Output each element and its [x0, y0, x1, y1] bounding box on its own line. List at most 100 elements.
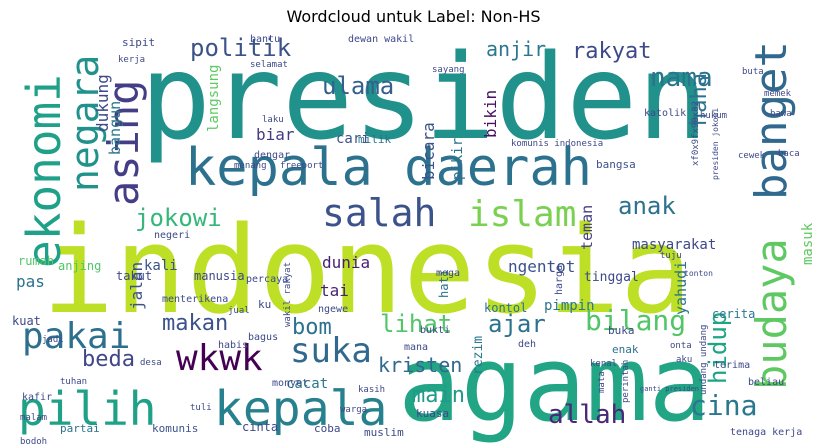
word-menang: menang [234, 161, 267, 171]
word-dukung: dukung [93, 74, 112, 132]
word-cari: cari [336, 131, 370, 147]
word-ganti-presiden: ganti presiden [640, 385, 699, 393]
word-anjing: anjing [58, 259, 101, 273]
word-tai: tai [320, 281, 349, 300]
word-tuhan: tuhan [60, 377, 87, 387]
word-pimpin: pimpin [544, 298, 595, 314]
word-bicara: bicara [419, 122, 438, 180]
word-pakai: pakai [22, 316, 130, 357]
word-anak: anak [618, 192, 676, 220]
word-jalan: jalan [127, 262, 146, 310]
word-cewek: cewek [738, 151, 766, 161]
word-memek: memek [764, 89, 792, 99]
word-kenal: kenal [590, 359, 617, 369]
word-beliau: beliau [748, 377, 784, 388]
word-presiden-jokowi: presiden jokowi [711, 108, 720, 180]
word-jadi: jadi [42, 335, 64, 345]
word-dewan-wakil: dewan wakil [348, 34, 414, 45]
word-bodoh: bodoh [20, 437, 47, 447]
word-sayang: sayang [432, 65, 465, 75]
word-wkwk: wkwk [176, 338, 263, 379]
word-aku: aku [676, 355, 692, 365]
word-pilih: pilih [18, 382, 156, 436]
word-kali: kali [144, 258, 178, 274]
word-cerita: cerita [712, 307, 755, 321]
word-allah: allah [548, 400, 626, 430]
word-kontol: kontol [484, 301, 527, 315]
word-freeport: freeport [280, 161, 323, 171]
word-hukum: hukum [700, 111, 727, 121]
word-percaya: percaya [246, 274, 288, 285]
word-malam: malam [20, 413, 47, 423]
word-ajar: ajar [488, 310, 546, 338]
word-buta: buta [742, 67, 764, 77]
word-biar: biar [256, 125, 295, 144]
word-politik: politik [190, 34, 292, 62]
word-makan: makan [162, 311, 228, 336]
word-kasih: kasih [358, 385, 385, 395]
word-takut: takut [116, 269, 152, 283]
word-bom: bom [292, 315, 332, 340]
word-undang-undang: undang undang [699, 325, 709, 395]
word-kristen: kristen [378, 353, 462, 377]
word-cina: cina [690, 389, 757, 422]
chart-title: Wordcloud untuk Label: Non-HS [286, 7, 540, 26]
word-bangsa: bangsa [596, 158, 636, 171]
word-masuk: masuk [800, 222, 816, 265]
word-ekonomi: ekonomi [17, 74, 71, 268]
word-kerja: kerja [118, 55, 145, 65]
word-ulama: ulama [322, 72, 394, 100]
word-indonesia: indonesia [42, 202, 692, 341]
word-kafir: kafir [22, 392, 52, 403]
word-kuat: kuat [12, 314, 41, 328]
word-tuju: tuju [660, 251, 682, 261]
word-moga: moga [436, 268, 460, 279]
word-suka: suka [290, 331, 372, 371]
word-pas: pas [16, 272, 45, 291]
word-salah: salah [322, 191, 436, 235]
word-komunis: komunis [152, 422, 198, 435]
word-islam: islam [468, 194, 576, 235]
word-bawa: bawa [770, 109, 792, 119]
word-perintah: perintah [621, 360, 631, 403]
word-masyarakat: masyarakat [632, 237, 716, 253]
word-tuli: tuli [190, 403, 212, 413]
word-rumah: rumah [18, 254, 54, 268]
word-milik: milik [358, 133, 391, 146]
word-haha: haha [687, 73, 712, 126]
word-hati: hati [437, 269, 451, 298]
word-bikin: bikin [481, 90, 500, 138]
word-muslim: muslim [364, 426, 404, 439]
word-harga: harga [554, 265, 565, 295]
word-hidup: hidup [704, 312, 732, 384]
word-mana: mana [404, 342, 428, 353]
word-katolik: katolik [644, 108, 686, 119]
word-deh: deh [518, 339, 536, 350]
word-jual: jual [228, 306, 250, 316]
word-desa: desa [140, 358, 162, 368]
word-lihat: lihat [380, 310, 452, 338]
word-bangun: bangun [106, 101, 124, 155]
word-beda: beda [82, 347, 135, 372]
word-manusia: manusia [194, 269, 245, 283]
word-pikir: pikir [450, 138, 466, 180]
word-banget: banget [746, 41, 797, 200]
word-tonton: tonton [684, 269, 713, 278]
word-bilang: bilang [585, 304, 686, 337]
word-asing: asing [99, 80, 148, 206]
word-tenaga-kerja: tenaga kerja [730, 427, 802, 438]
word-selamat: selamat [250, 60, 288, 70]
word-onta: onta [670, 341, 692, 351]
word-jokowi: jokowi [135, 204, 222, 232]
word-budaya: budaya [747, 238, 796, 390]
word-kepala-daerah: kepala daerah [185, 138, 592, 198]
word-menterikena: menterikena [162, 294, 228, 305]
word-negeri: negeri [154, 230, 190, 241]
word-langsung: langsung [206, 65, 222, 132]
word-komunis-indonesia: komunis indonesia [511, 139, 603, 149]
word-ngentot: ngentot [508, 257, 575, 276]
word-mata: mata [597, 371, 607, 393]
word-habis: habis [218, 340, 248, 351]
